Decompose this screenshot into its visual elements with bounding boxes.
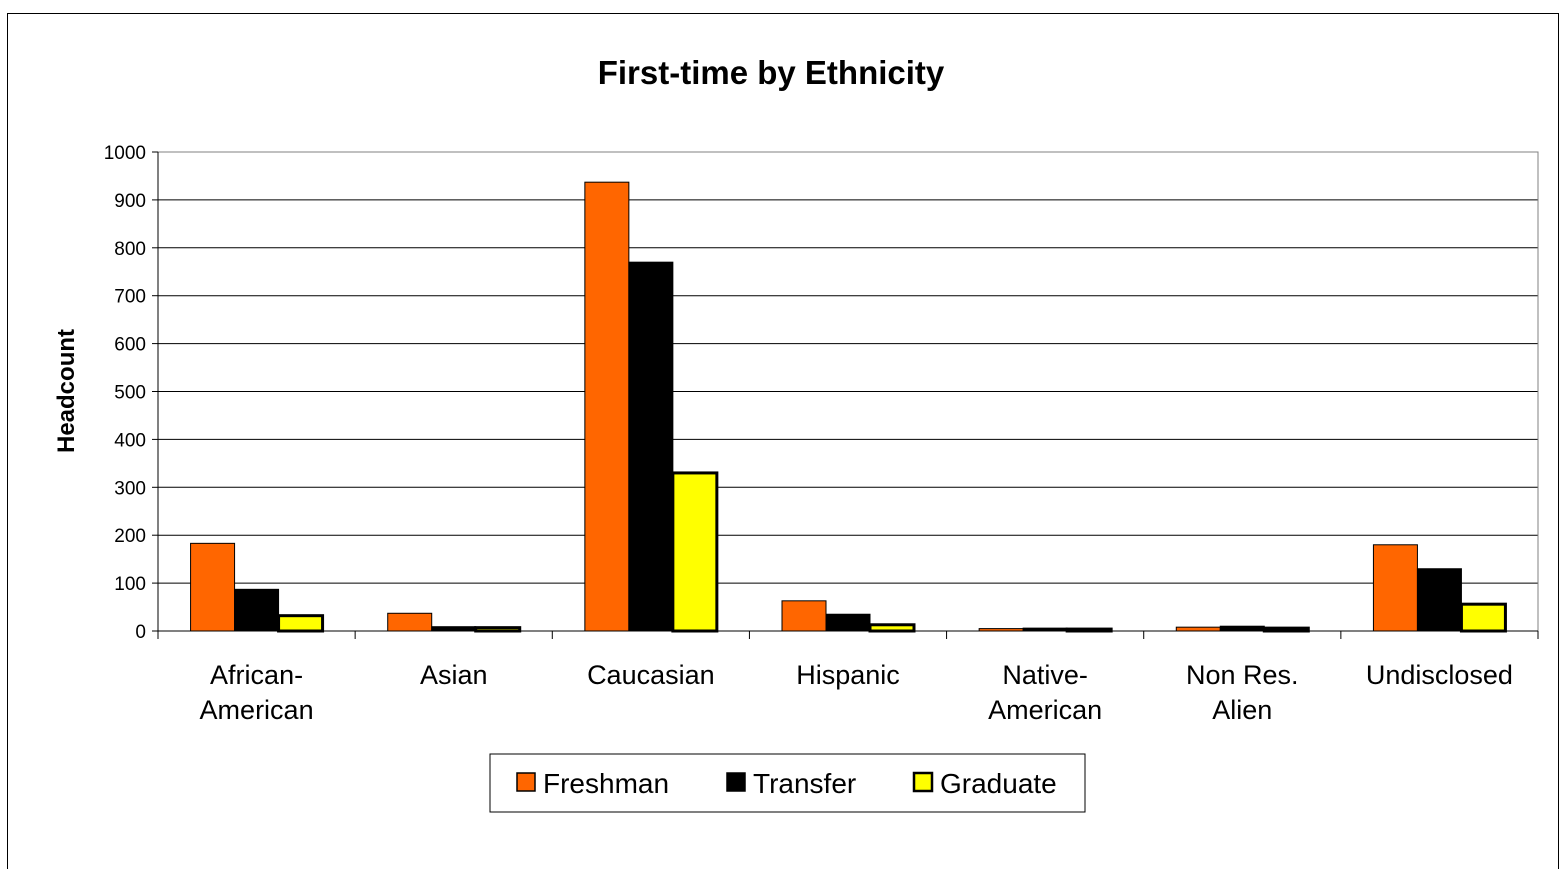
y-axis-label: Headcount bbox=[53, 329, 80, 453]
legend-label-graduate: Graduate bbox=[940, 768, 1057, 799]
bar-freshman bbox=[584, 181, 630, 632]
legend-swatch-transfer bbox=[726, 772, 746, 792]
chart-frame bbox=[7, 13, 1559, 869]
bar-transfer bbox=[234, 588, 280, 632]
x-tick-label: Non Res. bbox=[1186, 660, 1299, 690]
x-tick-label: Hispanic bbox=[796, 660, 900, 690]
legend-label-transfer: Transfer bbox=[753, 768, 856, 799]
y-tick-label: 400 bbox=[114, 430, 146, 451]
bar-graduate bbox=[474, 626, 522, 633]
y-tick-label: 600 bbox=[114, 335, 146, 356]
bar-graduate bbox=[868, 623, 916, 633]
y-tick-label: 900 bbox=[114, 191, 146, 212]
x-tick-label: African- bbox=[210, 660, 303, 690]
bars bbox=[190, 181, 1507, 633]
chart-title: First-time by Ethnicity bbox=[598, 54, 945, 91]
y-tick-label: 800 bbox=[114, 239, 146, 260]
legend-box bbox=[489, 753, 1086, 813]
y-tick-label: 100 bbox=[114, 574, 146, 595]
bar-graduate bbox=[671, 471, 719, 633]
bar-freshman bbox=[781, 600, 827, 632]
gridlines bbox=[158, 151, 1538, 584]
bar-freshman bbox=[1175, 626, 1221, 632]
x-tick-label: Caucasian bbox=[587, 660, 715, 690]
x-tick-label: American bbox=[988, 695, 1102, 725]
bar-graduate bbox=[277, 614, 325, 633]
y-tick-label: 1000 bbox=[104, 143, 146, 164]
y-tick-label: 500 bbox=[114, 383, 146, 404]
legend-swatch-graduate bbox=[912, 771, 934, 793]
y-tick-label: 0 bbox=[135, 622, 146, 643]
y-tick-label: 300 bbox=[114, 478, 146, 499]
x-tick-label: Alien bbox=[1212, 695, 1272, 725]
x-axis-ticks bbox=[157, 631, 1539, 639]
bar-graduate bbox=[1459, 602, 1507, 633]
y-tick-label: 200 bbox=[114, 526, 146, 547]
x-tick-label: Undisclosed bbox=[1366, 660, 1513, 690]
legend: Freshman Transfer Graduate bbox=[489, 753, 1086, 813]
legend-label-freshman: Freshman bbox=[543, 768, 669, 799]
bar-freshman bbox=[387, 612, 433, 632]
bar-transfer bbox=[1416, 568, 1462, 632]
bar-transfer bbox=[431, 626, 477, 632]
bar-freshman bbox=[190, 542, 236, 632]
bar-transfer bbox=[825, 613, 871, 632]
x-tick-label: American bbox=[200, 695, 314, 725]
y-axis-ticks: 0 100 200 300 400 500 600 700 800 900 1000 bbox=[104, 143, 158, 643]
bar-transfer bbox=[628, 261, 674, 632]
x-tick-label: Asian bbox=[420, 660, 488, 690]
bar-freshman bbox=[1372, 544, 1418, 632]
bar-transfer bbox=[1219, 625, 1265, 632]
x-axis-labels: African- American Asian Caucasian Hispanic Na… bbox=[200, 660, 1513, 725]
legend-swatch-freshman bbox=[516, 772, 536, 792]
y-tick-label: 700 bbox=[114, 287, 146, 308]
x-tick-label: Native- bbox=[1002, 660, 1088, 690]
